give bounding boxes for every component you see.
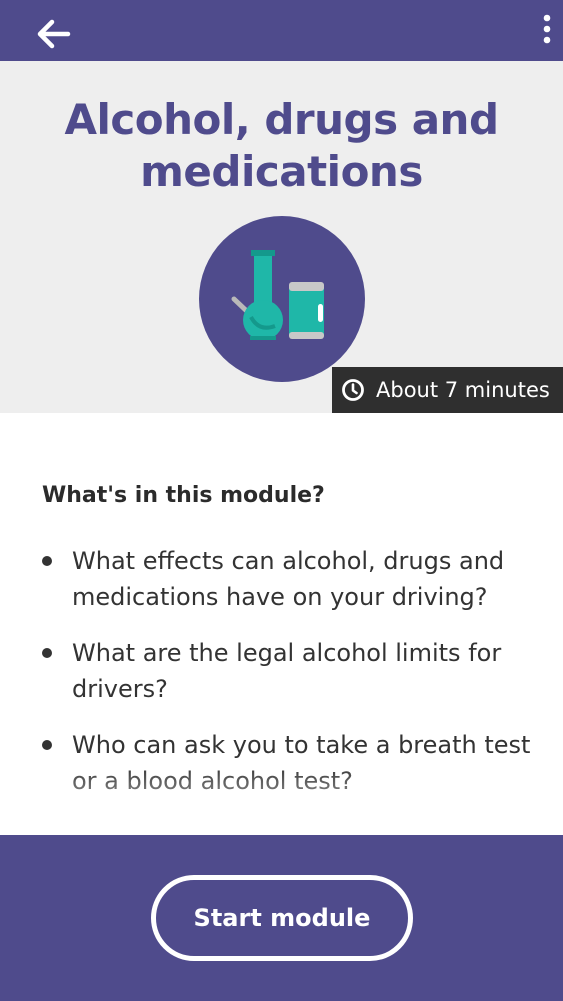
top-app-bar [0, 0, 563, 61]
list-item: What effects can alcohol, drugs and medi… [42, 543, 532, 615]
module-illustration [199, 216, 365, 382]
list-item-text: What are the legal alcohol limits for dr… [72, 639, 502, 703]
overflow-menu-button[interactable] [534, 12, 560, 46]
start-module-button[interactable]: Start module [151, 875, 413, 961]
bottom-action-bar: Start module [0, 835, 563, 1001]
list-item: Who can ask you to take a breath test or… [42, 727, 532, 799]
list-item-text: What effects can alcohol, drugs and medi… [72, 547, 505, 611]
module-hero: Alcohol, drugs and medications About 7 m… [0, 61, 563, 413]
back-button[interactable] [30, 14, 76, 54]
page-title: Alcohol, drugs and medications [64, 95, 499, 196]
list-item: What are the legal alcohol limits for dr… [42, 635, 532, 707]
bong-and-can-icon [199, 216, 365, 382]
bullet-icon [42, 556, 52, 566]
arrow-left-icon [37, 19, 71, 49]
section-heading: What's in this module? [42, 483, 325, 508]
duration-text: About 7 minutes [376, 378, 550, 402]
list-item-text: Who can ask you to take a breath test or… [72, 731, 531, 795]
module-content: What's in this module? What effects can … [0, 413, 563, 835]
duration-badge: About 7 minutes [332, 367, 563, 413]
bullet-icon [42, 740, 52, 750]
bullet-icon [42, 648, 52, 658]
module-topics-list: What effects can alcohol, drugs and medi… [42, 543, 532, 819]
more-vertical-icon [543, 14, 551, 44]
clock-icon [342, 379, 364, 401]
